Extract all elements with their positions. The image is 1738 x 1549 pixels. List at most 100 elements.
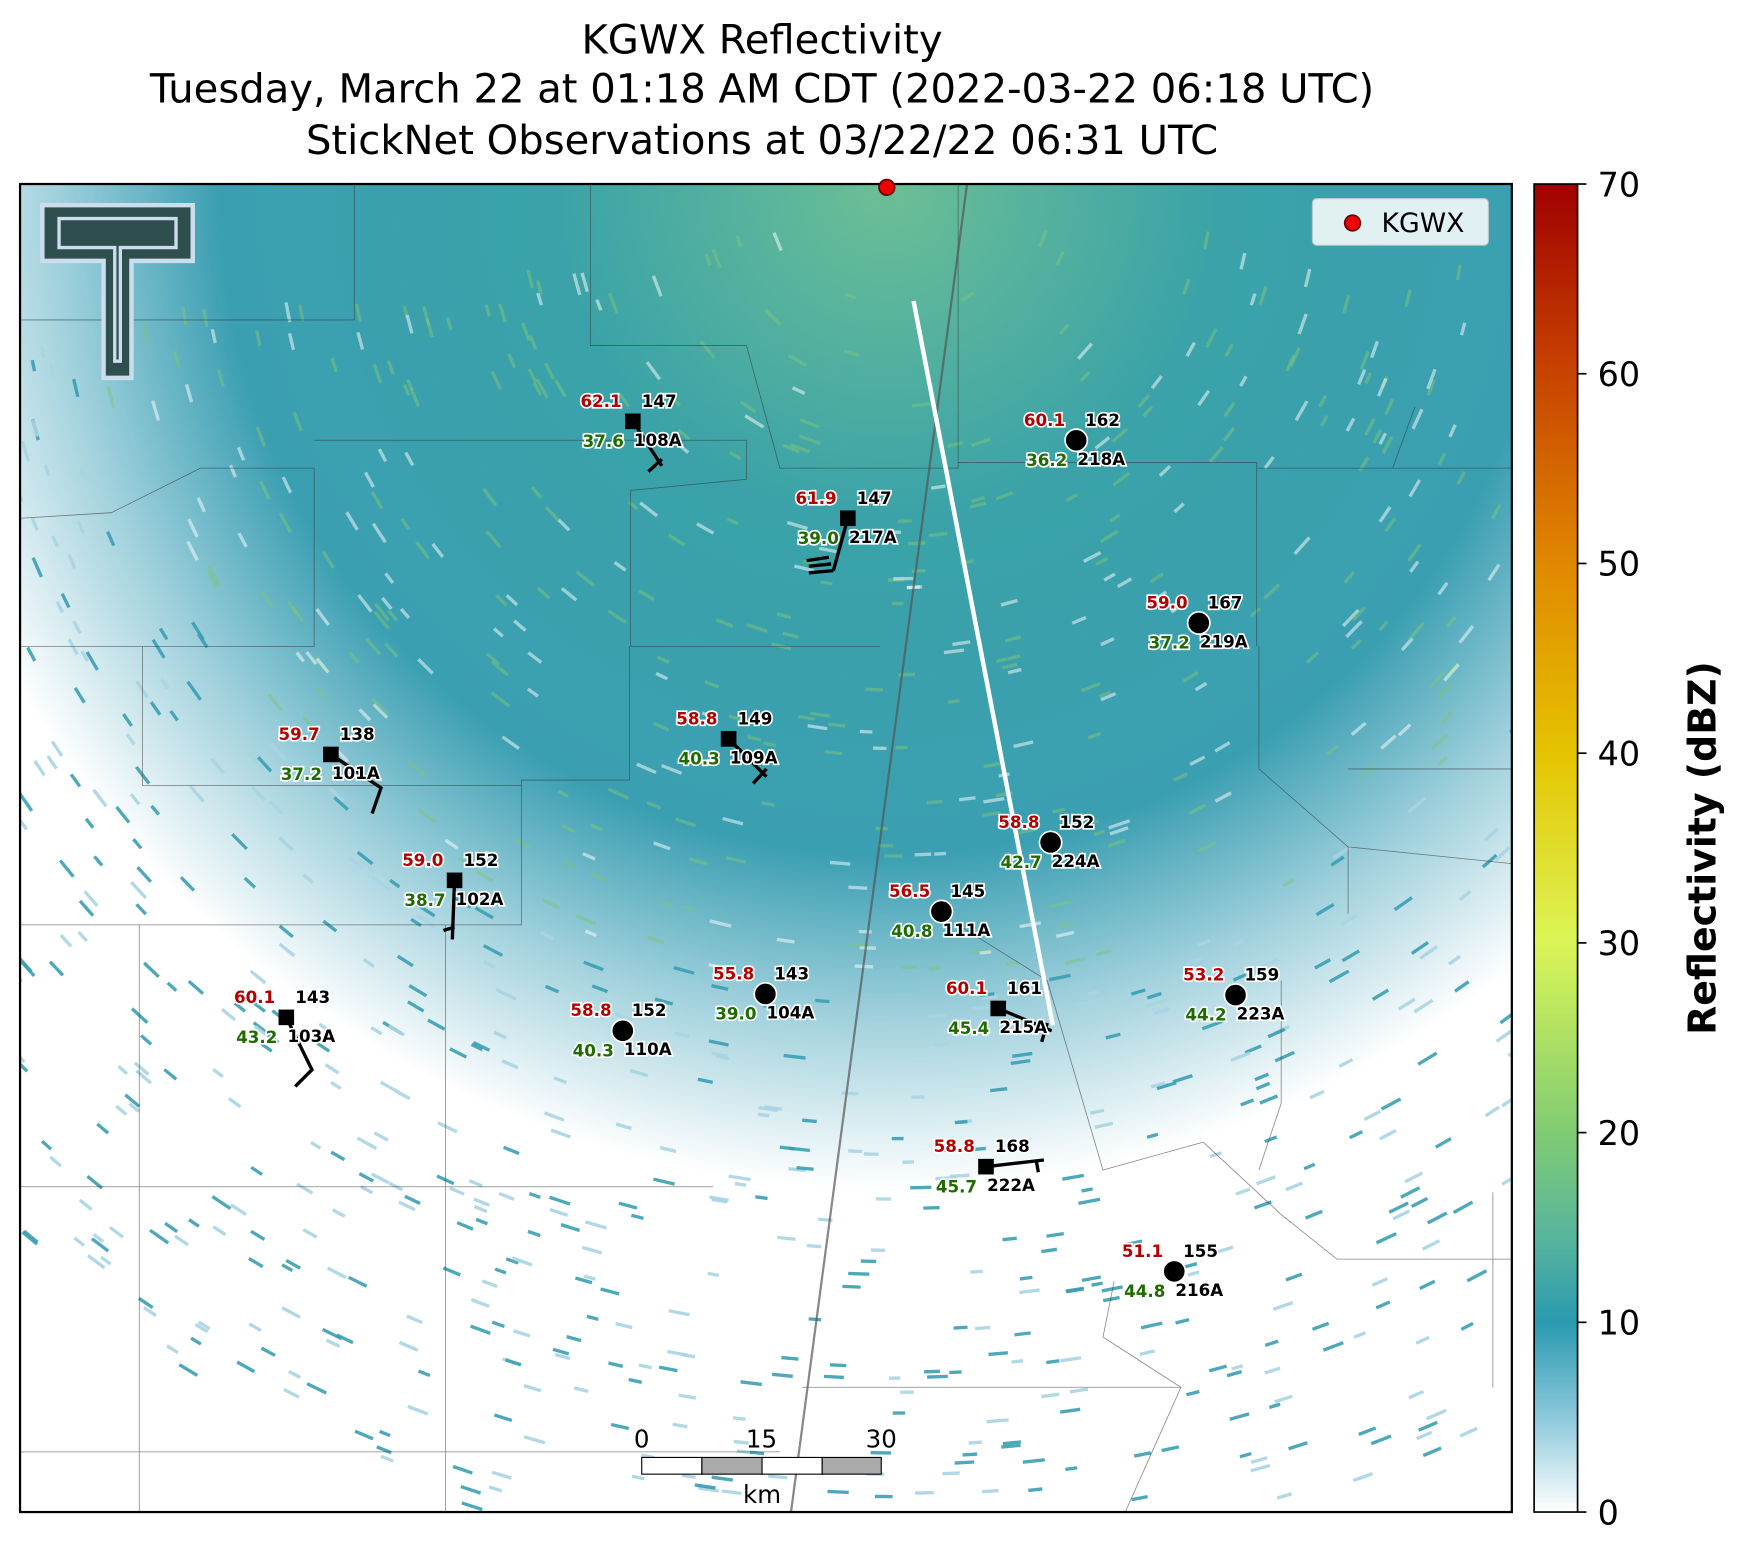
logo bbox=[40, 202, 195, 381]
echo bbox=[1161, 1445, 1180, 1453]
echo bbox=[1616, 1153, 1630, 1164]
legend-label: KGWX bbox=[1381, 208, 1464, 239]
echo bbox=[356, 1136, 378, 1150]
echo bbox=[628, 1377, 643, 1384]
echo bbox=[315, 608, 330, 627]
echo bbox=[464, 919, 485, 933]
echo bbox=[149, 1228, 170, 1245]
echo bbox=[607, 292, 619, 314]
echo bbox=[544, 506, 561, 523]
echo bbox=[1376, 377, 1388, 397]
echo bbox=[711, 984, 729, 991]
echo bbox=[544, 984, 560, 994]
echo bbox=[772, 232, 783, 252]
echo bbox=[316, 686, 329, 701]
echo bbox=[20, 483, 24, 503]
echo bbox=[483, 960, 496, 969]
dewpoint: 44.8 bbox=[1124, 1281, 1165, 1301]
scale-bar: km bbox=[641, 1456, 882, 1509]
echo bbox=[1436, 682, 1453, 700]
colorbar-tick-label: 20 bbox=[1598, 1114, 1641, 1153]
echo bbox=[949, 1370, 962, 1375]
echo bbox=[615, 1122, 632, 1131]
echo bbox=[1173, 502, 1185, 514]
echo bbox=[818, 546, 837, 554]
echo bbox=[358, 1172, 375, 1183]
echo bbox=[1512, 286, 1517, 298]
echo bbox=[1087, 989, 1100, 996]
echo bbox=[1007, 654, 1021, 661]
echo bbox=[658, 899, 674, 908]
echo bbox=[1378, 1129, 1397, 1141]
echo bbox=[1049, 900, 1072, 909]
echo bbox=[1729, 437, 1738, 458]
echo bbox=[539, 931, 555, 941]
wind-barb bbox=[806, 517, 850, 575]
echo bbox=[58, 859, 75, 878]
echo bbox=[1517, 1193, 1529, 1202]
echo bbox=[256, 756, 273, 773]
echo bbox=[725, 855, 747, 864]
echo bbox=[1417, 1051, 1438, 1066]
echo bbox=[1662, 978, 1675, 991]
echo bbox=[1058, 323, 1070, 336]
echo bbox=[907, 541, 926, 546]
echo bbox=[527, 368, 538, 383]
echo bbox=[1158, 465, 1172, 477]
echo bbox=[1250, 1456, 1268, 1464]
echo bbox=[733, 1416, 746, 1422]
echo bbox=[287, 332, 296, 351]
echo bbox=[1400, 637, 1414, 652]
echo bbox=[1224, 343, 1234, 357]
echo bbox=[442, 1266, 461, 1277]
station-number: 145 bbox=[950, 881, 985, 901]
echo bbox=[1081, 1275, 1102, 1283]
echo bbox=[1285, 354, 1296, 372]
echo bbox=[363, 471, 375, 488]
echo bbox=[526, 687, 539, 698]
echo bbox=[653, 841, 671, 851]
echo bbox=[206, 569, 219, 588]
echo bbox=[1124, 1239, 1143, 1247]
dewpoint: 45.4 bbox=[948, 1018, 989, 1038]
echo bbox=[574, 1276, 593, 1285]
legend: KGWX bbox=[1311, 197, 1489, 246]
echo bbox=[563, 860, 576, 869]
echo bbox=[660, 763, 683, 775]
echo bbox=[473, 1197, 490, 1207]
echo bbox=[1437, 581, 1449, 596]
wind-barb bbox=[329, 753, 384, 815]
echo bbox=[1096, 948, 1112, 957]
station-id: 218A bbox=[1077, 449, 1125, 469]
echo bbox=[1297, 313, 1308, 335]
echo bbox=[416, 903, 436, 918]
echo bbox=[470, 1298, 490, 1308]
echo bbox=[1069, 1387, 1089, 1394]
dewpoint: 40.3 bbox=[678, 748, 719, 768]
echo bbox=[814, 998, 830, 1004]
echo bbox=[1466, 1269, 1488, 1283]
echo bbox=[482, 944, 504, 957]
echo bbox=[179, 876, 196, 892]
echo bbox=[782, 631, 799, 639]
echo bbox=[197, 1320, 211, 1331]
echo bbox=[501, 1059, 519, 1070]
echo bbox=[1249, 607, 1261, 618]
echo bbox=[1091, 1281, 1103, 1287]
echo bbox=[137, 1296, 154, 1310]
echo bbox=[1692, 562, 1701, 576]
temperature: 59.7 bbox=[279, 724, 320, 744]
echo bbox=[92, 788, 108, 808]
echo bbox=[557, 789, 569, 799]
echo bbox=[981, 994, 999, 1001]
echo bbox=[321, 550, 336, 569]
echo bbox=[1304, 1209, 1323, 1220]
echo bbox=[1702, 302, 1708, 320]
temperature: 53.2 bbox=[1183, 965, 1224, 985]
echo bbox=[502, 1145, 520, 1156]
station-number: 161 bbox=[1007, 978, 1042, 998]
echo bbox=[1071, 615, 1087, 625]
echo bbox=[1182, 278, 1191, 295]
echo bbox=[248, 1256, 264, 1269]
echo bbox=[1079, 371, 1091, 383]
